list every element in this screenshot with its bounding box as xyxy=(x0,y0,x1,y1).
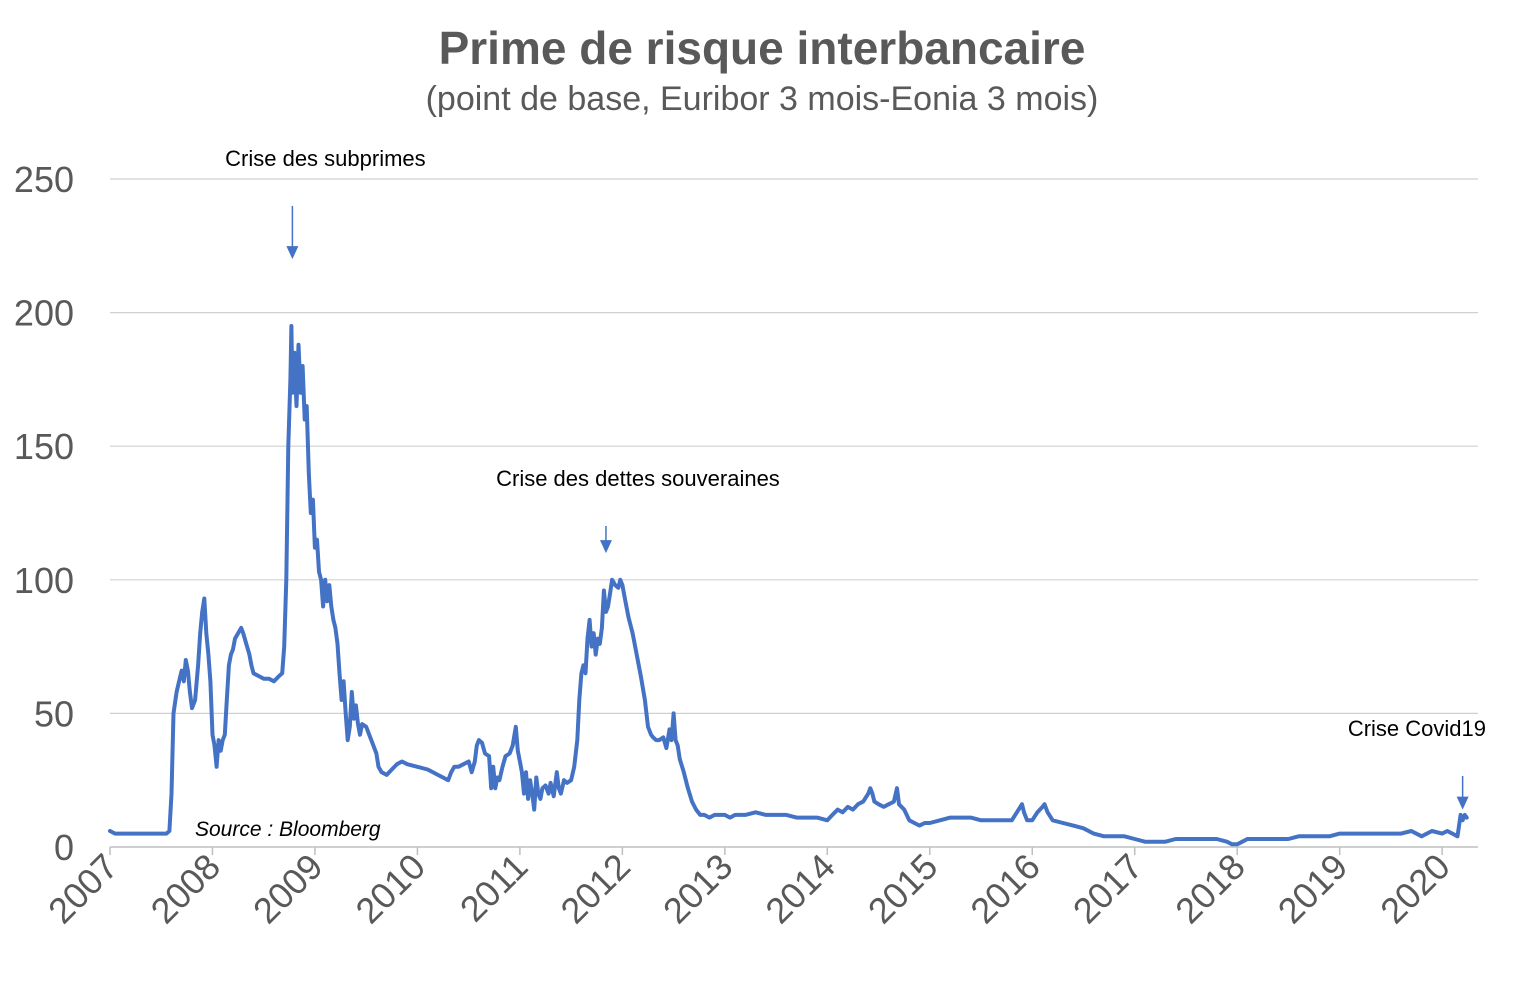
x-tick-label: 2011 xyxy=(452,846,536,930)
chart-subtitle: (point de base, Euribor 3 mois-Eonia 3 m… xyxy=(426,80,1099,118)
annotation-arrow-head xyxy=(1456,796,1469,810)
annotation-arrow-head xyxy=(286,246,299,260)
x-tick-label: 2018 xyxy=(1167,846,1253,932)
y-tick-label: 100 xyxy=(14,560,74,601)
x-tick-label: 2009 xyxy=(245,846,331,932)
series-line xyxy=(108,324,1469,847)
annotation-label: Crise Covid19 xyxy=(1348,716,1486,741)
x-tick-label: 2012 xyxy=(552,846,638,932)
y-tick-label: 250 xyxy=(14,159,74,200)
x-tick-label: 2007 xyxy=(40,846,126,932)
y-tick-label: 200 xyxy=(14,293,74,334)
x-tick-label: 2017 xyxy=(1065,846,1151,932)
y-tick-label: 150 xyxy=(14,426,74,467)
y-tick-label: 0 xyxy=(54,827,74,868)
chart-title: Prime de risque interbancaire xyxy=(439,22,1086,74)
x-tick-label: 2016 xyxy=(962,846,1048,932)
x-tick-label: 2013 xyxy=(655,846,741,932)
annotation-arrow-head xyxy=(599,540,612,554)
source-note: Source : Bloomberg xyxy=(195,818,381,841)
x-axis-ticks: 2007 2008 2009 2010 2011 2012 2013 2014 2015 2016… xyxy=(40,846,1458,932)
x-tick-label: 2014 xyxy=(757,846,843,932)
x-tick-label: 2010 xyxy=(347,846,433,932)
annotation-label: Crise des dettes souveraines xyxy=(496,466,780,491)
y-axis-ticks: 0 50 100 150 200 250 xyxy=(14,159,74,868)
annotations: Crise des subprimes Crise des dettes souv… xyxy=(225,146,1486,810)
x-tick-label: 2020 xyxy=(1372,846,1458,932)
annotation-label: Crise des subprimes xyxy=(225,146,426,171)
x-tick-label: 2019 xyxy=(1270,846,1356,932)
x-tick-label: 2008 xyxy=(143,846,229,932)
y-tick-label: 50 xyxy=(34,693,74,734)
gridlines xyxy=(110,178,1478,715)
x-tick-label: 2015 xyxy=(860,846,946,932)
